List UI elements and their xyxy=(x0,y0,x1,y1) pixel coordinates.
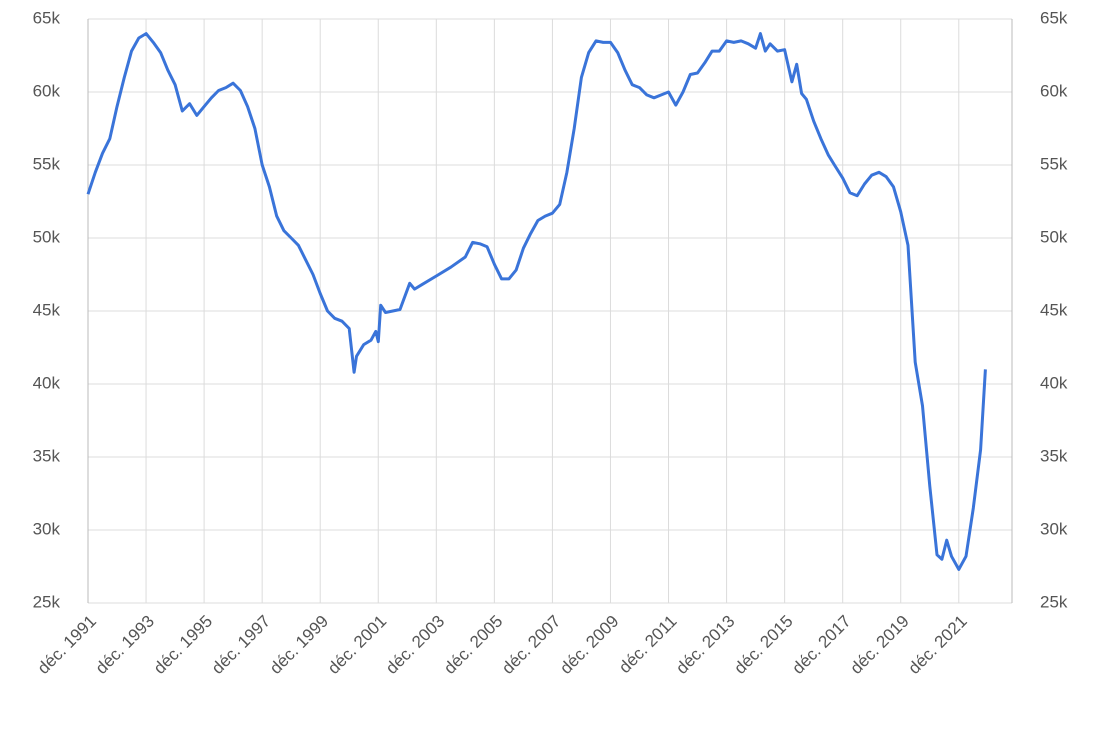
y2-tick-label: 35k xyxy=(1040,446,1068,465)
y-tick-label: 50k xyxy=(33,227,61,246)
y-tick-label: 35k xyxy=(33,446,61,465)
x-tick-label: déc. 2005 xyxy=(440,612,506,678)
y2-tick-label: 60k xyxy=(1040,81,1068,100)
y2-tick-label: 65k xyxy=(1040,8,1068,27)
y-tick-label: 60k xyxy=(33,81,61,100)
x-tick-label: déc. 2009 xyxy=(556,612,622,678)
x-tick-label: déc. 2007 xyxy=(498,612,564,678)
y2-tick-label: 55k xyxy=(1040,154,1068,173)
y-tick-label: 40k xyxy=(33,373,61,392)
y2-tick-label: 40k xyxy=(1040,373,1068,392)
x-tick-label: déc. 2019 xyxy=(846,612,912,678)
x-tick-label: déc. 1999 xyxy=(266,612,332,678)
x-tick-label: déc. 2013 xyxy=(672,612,738,678)
x-tick-label: déc. 2001 xyxy=(324,612,390,678)
y-tick-label: 65k xyxy=(33,8,61,27)
y-tick-label: 25k xyxy=(33,592,61,611)
x-tick-label: déc. 1995 xyxy=(150,612,216,678)
y-tick-label: 55k xyxy=(33,154,61,173)
y2-tick-label: 25k xyxy=(1040,592,1068,611)
data-line xyxy=(86,32,987,571)
x-tick-label: déc. 2021 xyxy=(905,612,971,678)
x-tick-label: déc. 1993 xyxy=(92,612,158,678)
x-tick-label: déc. 2017 xyxy=(788,612,854,678)
y-tick-label: 45k xyxy=(33,300,61,319)
y-tick-label: 30k xyxy=(33,519,61,538)
x-tick-label: déc. 1997 xyxy=(208,612,274,678)
y2-tick-label: 30k xyxy=(1040,519,1068,538)
y2-tick-label: 45k xyxy=(1040,300,1068,319)
x-tick-label: déc. 2011 xyxy=(615,612,680,677)
x-tick-label: déc. 2003 xyxy=(382,612,448,678)
x-tick-label: déc. 2015 xyxy=(730,612,796,678)
y2-tick-label: 50k xyxy=(1040,227,1068,246)
x-tick-label: déc. 1991 xyxy=(34,612,100,678)
